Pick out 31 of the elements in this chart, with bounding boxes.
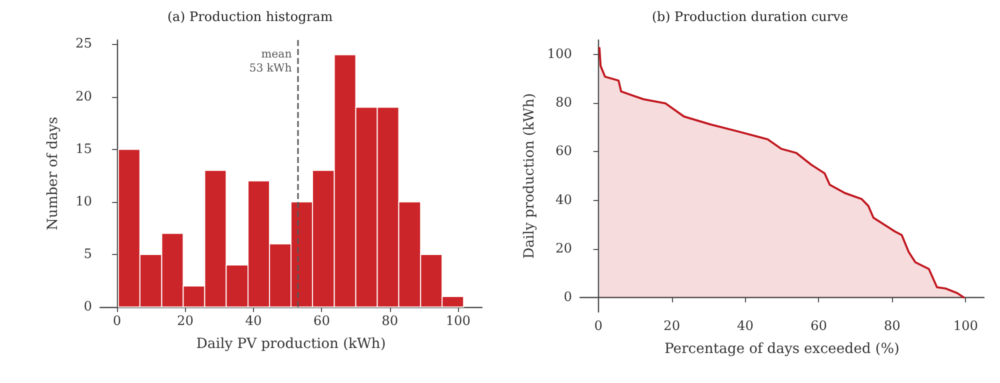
x-tick-label: 40: [245, 314, 262, 329]
y-tick-label: 20: [555, 241, 572, 256]
y-tick-label: 40: [555, 192, 572, 208]
x-axis-title: Percentage of days exceeded (%): [664, 341, 900, 357]
x-tick-label: 80: [884, 319, 900, 334]
x-tick-label: 20: [664, 319, 680, 334]
ref-line-label: mean 53 kWh: [249, 48, 292, 74]
x-tick-label: 0: [112, 314, 122, 329]
y-tick-label: 0: [84, 300, 92, 314]
y-tick-label: 60: [555, 144, 572, 160]
x-tick-label: 80: [382, 314, 398, 329]
x-tick-label: 100: [953, 319, 978, 334]
y-tick-label: 80: [555, 96, 572, 111]
x-tick-label: 20: [176, 314, 194, 329]
y-tick-label: 10: [75, 194, 92, 210]
y-tick-label: 20: [75, 89, 92, 104]
x-tick-label: 60: [810, 319, 827, 334]
chart-title: (a) Production histogram: [167, 10, 333, 25]
y-tick-label: 100: [547, 47, 572, 62]
y-axis-title: Number of days: [45, 116, 61, 230]
x-axis-title: Daily PV production (kWh): [196, 336, 386, 352]
y-tick-label: 5: [84, 246, 92, 262]
x-tick-label: 40: [737, 319, 754, 334]
y-axis-title: Daily production (kWh): [521, 93, 538, 259]
x-tick-label: 0: [594, 319, 603, 334]
chart-title: (b) Production duration curve: [652, 10, 848, 25]
y-tick-label: 15: [75, 142, 92, 157]
x-tick-label: 60: [313, 314, 330, 329]
y-tick-label: 25: [75, 36, 92, 52]
x-tick-label: 100: [446, 314, 471, 329]
y-tick-label: 0: [564, 290, 572, 305]
